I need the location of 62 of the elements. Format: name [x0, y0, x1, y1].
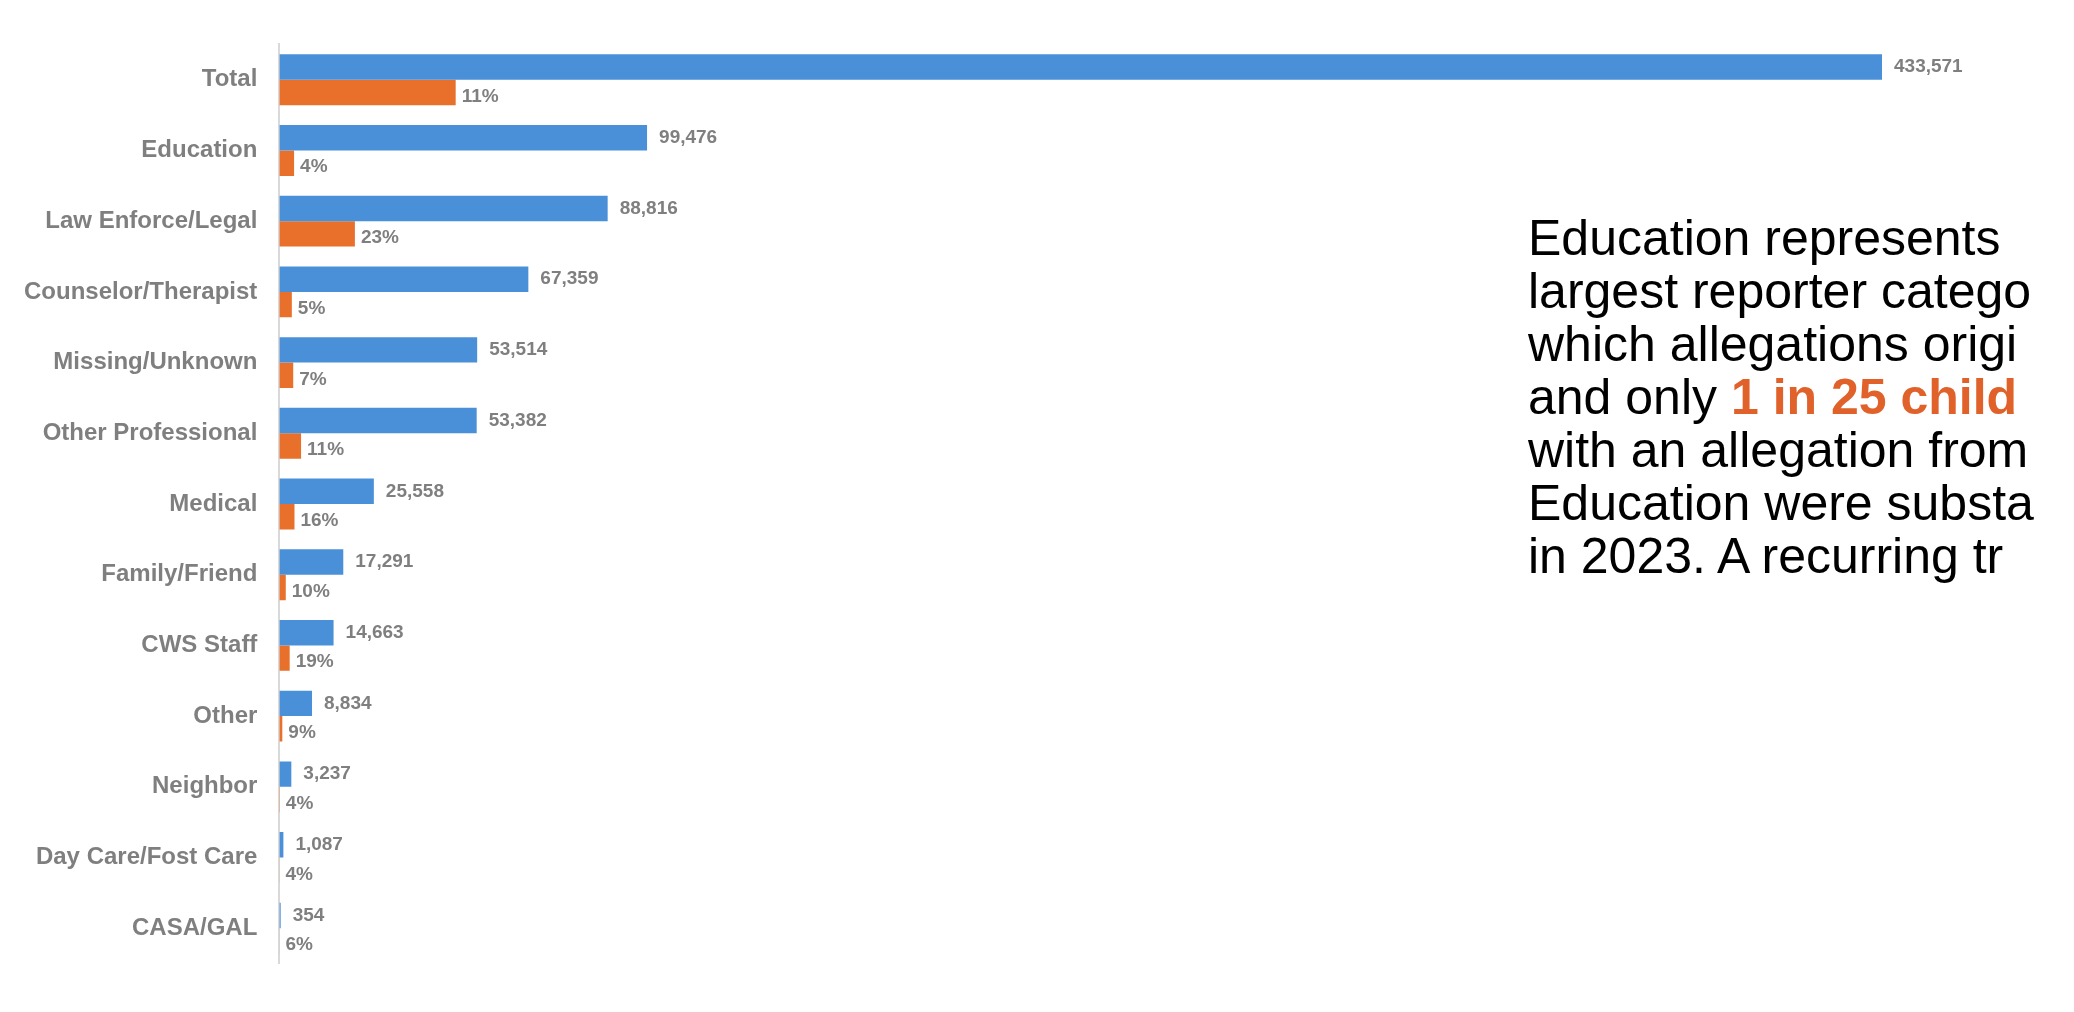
annotation: and only — [1528, 369, 1718, 425]
bar — [279, 645, 290, 671]
bar — [279, 79, 456, 106]
bar — [279, 690, 313, 717]
data-label: 3,237 — [303, 762, 351, 784]
data-label: 88,816 — [619, 196, 678, 218]
bar — [279, 195, 608, 222]
bar — [279, 504, 295, 530]
annotation: 5% — [297, 296, 326, 318]
data-label: 1,087 — [295, 833, 343, 855]
y-tick-label: Total — [201, 64, 258, 92]
annotation: 4% — [285, 791, 314, 813]
data-label: 67,359 — [540, 267, 599, 289]
bar — [279, 125, 648, 151]
annotation: in 2023. A recurring tr — [1528, 528, 2004, 584]
y-tick-label: Other Professional — [42, 417, 258, 445]
bar — [279, 54, 1882, 80]
data-label: 99,476 — [659, 125, 718, 147]
bar — [279, 337, 478, 363]
bar — [279, 619, 334, 646]
y-tick-label: Counselor/Therapist — [23, 276, 258, 304]
annotation: 11% — [461, 84, 499, 106]
data-label: 8,834 — [324, 691, 372, 713]
data-label: 53,514 — [489, 338, 548, 360]
data-label: 25,558 — [385, 479, 444, 501]
data-label: 14,663 — [345, 620, 404, 642]
data-label: 17,291 — [355, 550, 414, 572]
bar — [279, 761, 292, 787]
data-label: 354 — [292, 903, 325, 925]
y-tick-label: Education — [141, 135, 258, 163]
bar — [279, 266, 529, 292]
y-tick-label: CASA/GAL — [132, 912, 258, 940]
annotation: 19% — [295, 650, 334, 672]
data-label: 433,571 — [1894, 55, 1964, 77]
bar — [279, 433, 302, 459]
bar — [279, 478, 374, 504]
annotation: 6% — [285, 933, 314, 955]
bar — [279, 362, 294, 389]
y-tick-label: Missing/Unknown — [53, 347, 258, 375]
bar — [279, 549, 344, 575]
annotation: 10% — [291, 579, 330, 601]
y-tick-label: Family/Friend — [101, 559, 258, 587]
y-tick-label: Medical — [169, 488, 258, 516]
bar — [279, 407, 477, 434]
bar — [279, 574, 286, 601]
annotation: 23% — [360, 226, 400, 248]
annotation: Education represents — [1528, 210, 2001, 266]
bar — [279, 221, 355, 247]
y-tick-label: Neighbor — [152, 771, 258, 799]
y-tick-label: Other — [193, 700, 258, 728]
bar — [279, 291, 292, 318]
data-label: 53,382 — [488, 408, 547, 430]
y-tick-label: Law Enforce/Legal — [45, 205, 258, 233]
y-tick-label: Day Care/Fost Care — [35, 842, 258, 870]
annotation: 4% — [300, 155, 328, 177]
annotation: 9% — [288, 721, 316, 743]
y-tick-label: CWS Staff — [141, 630, 259, 658]
annotation: 7% — [299, 367, 327, 389]
bar — [279, 150, 295, 176]
annotation: 4% — [285, 862, 314, 884]
annotation: 11% — [307, 438, 345, 460]
annotation: 16% — [300, 508, 339, 530]
